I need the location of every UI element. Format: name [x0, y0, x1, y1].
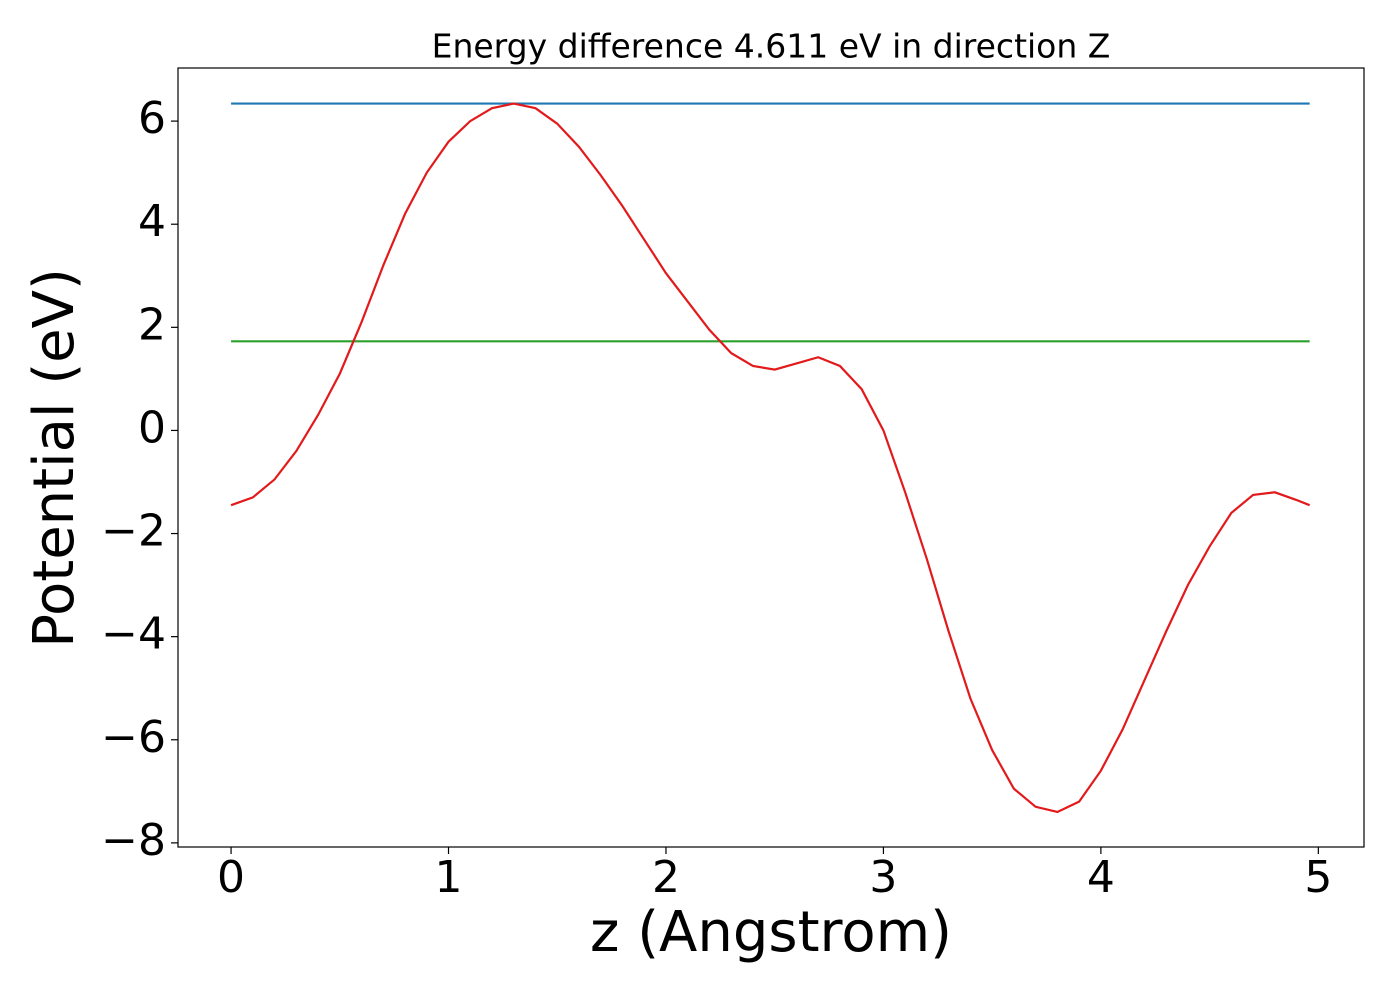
series-line — [230, 102, 1311, 814]
y-tick-label: 0 — [138, 402, 166, 453]
x-tick-label: 4 — [1087, 852, 1115, 903]
x-tick-label: 1 — [435, 852, 463, 903]
x-tick-label: 3 — [869, 852, 897, 903]
y-tick-label: 6 — [138, 93, 166, 144]
x-axis-label: z (Angstrom) — [590, 900, 952, 965]
y-tick-label: −4 — [101, 609, 166, 660]
x-tick-label: 5 — [1304, 852, 1332, 903]
x-tick-label: 0 — [217, 852, 245, 903]
y-tick-label: 4 — [138, 196, 166, 247]
y-tick-label: −8 — [101, 815, 166, 866]
plot-frame — [177, 67, 1365, 848]
y-axis-label: Potential (eV) — [22, 268, 87, 648]
x-tick-label: 2 — [652, 852, 680, 903]
y-tick-label: −6 — [101, 712, 166, 763]
chart-title: Energy difference 4.611 eV in direction … — [432, 27, 1111, 66]
y-tick-label: −2 — [101, 506, 166, 557]
y-tick-label: 2 — [138, 299, 166, 350]
